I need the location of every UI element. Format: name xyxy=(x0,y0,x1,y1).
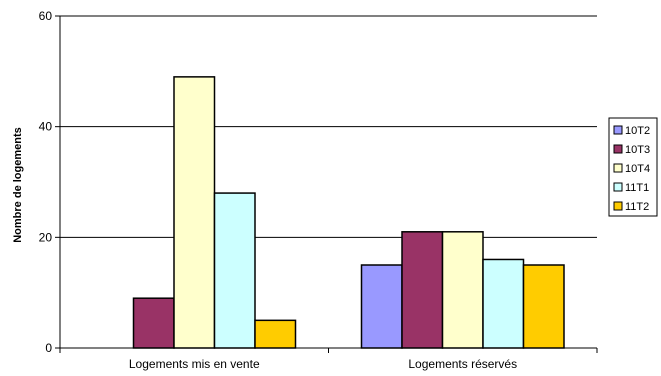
legend-label-11T2: 11T2 xyxy=(625,201,649,213)
bar-10T3-1 xyxy=(132,297,175,349)
bar-11T2-1 xyxy=(254,319,297,349)
y-tick-label: 20 xyxy=(39,230,53,244)
bar-11T2-2 xyxy=(522,264,565,349)
y-tick-label: 60 xyxy=(39,9,53,23)
bar-11T1-2 xyxy=(482,258,525,349)
bar-10T3-2 xyxy=(401,231,444,349)
bars xyxy=(132,76,565,349)
legend-swatch-10T3 xyxy=(613,144,623,154)
axes xyxy=(55,15,598,353)
legend-swatch-11T2 xyxy=(613,201,623,211)
legend-label-10T3: 10T3 xyxy=(625,144,650,156)
x-category-label: Logements réservés xyxy=(408,357,517,371)
bar-10T4-2 xyxy=(441,231,484,349)
x-category-labels: Logements mis en vente Logements réservés xyxy=(129,357,517,371)
legend-swatch-10T2 xyxy=(613,125,623,135)
legend: 10T2 10T3 10T4 11T1 11T2 xyxy=(608,117,658,217)
y-tick-label: 0 xyxy=(45,341,52,355)
legend-label-10T2: 10T2 xyxy=(625,125,650,137)
y-tick-labels: 0 20 40 60 xyxy=(39,9,53,355)
legend-swatch-10T4 xyxy=(613,163,623,173)
bar-10T2-2 xyxy=(360,264,403,349)
gridlines xyxy=(60,15,597,238)
legend-swatch-11T1 xyxy=(613,182,623,192)
x-category-label: Logements mis en vente xyxy=(129,357,260,371)
y-tick-label: 40 xyxy=(39,120,53,134)
legend-label-10T4: 10T4 xyxy=(625,163,650,175)
y-axis-label: Nombre de logements xyxy=(12,127,24,243)
bar-10T4-1 xyxy=(173,76,216,349)
bar-11T1-1 xyxy=(213,192,256,349)
legend-label-11T1: 11T1 xyxy=(625,182,649,194)
